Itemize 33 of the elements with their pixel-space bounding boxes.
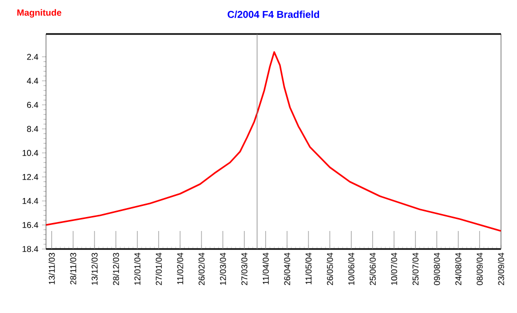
x-tick-label: 11/05/04 [305,252,312,284]
x-tick-label: 08/09/04 [476,252,483,286]
x-tick-label: 26/04/04 [284,252,290,286]
x-tick-label: 09/08/04 [434,252,440,286]
x-tick-label: 24/08/04 [455,252,462,286]
y-tick-label: 12.4 [22,174,38,180]
x-tick-label: 27/03/04 [241,252,248,286]
x-tick-label: 26/02/04 [198,252,205,286]
y-tick-label: 2.4 [27,54,38,60]
y-tick-label: 14.4 [22,198,38,204]
x-tick-label: 25/07/04 [412,252,419,286]
x-tick-label: 11/02/04 [176,252,184,284]
x-tick-label: 26/05/04 [326,252,333,286]
x-tick-label: 13/11/03 [48,252,55,284]
x-tick-label: 25/06/04 [370,252,376,286]
x-tick-label: 13/12/03 [91,252,98,285]
y-tick-label: 4.4 [26,78,38,84]
x-tick-label: 10/06/04 [348,252,354,285]
x-tick-label: 28/11/03 [70,252,76,284]
y-tick-label: 18.4 [22,246,38,252]
x-tick-label: 11/04/04 [262,252,269,284]
x-tick-label: 27/01/04 [156,252,162,286]
x-tick-label: 23/09/04 [498,252,504,286]
x-tick-label: 12/03/04 [220,252,226,285]
y-tick-label: 6.4 [27,102,38,108]
y-tick-label: 16.4 [22,222,38,228]
y-tick-label: 8.4 [27,126,38,132]
chart-title: C/2004 F4 Bradfield [228,10,320,18]
y-tick-label: 10.4 [22,150,38,156]
x-tick-label: 12/01/04 [134,252,140,285]
y-axis-title: Magnitude [17,9,62,18]
x-tick-label: 28/12/03 [112,252,119,286]
x-tick-label: 10/07/04 [390,252,398,285]
